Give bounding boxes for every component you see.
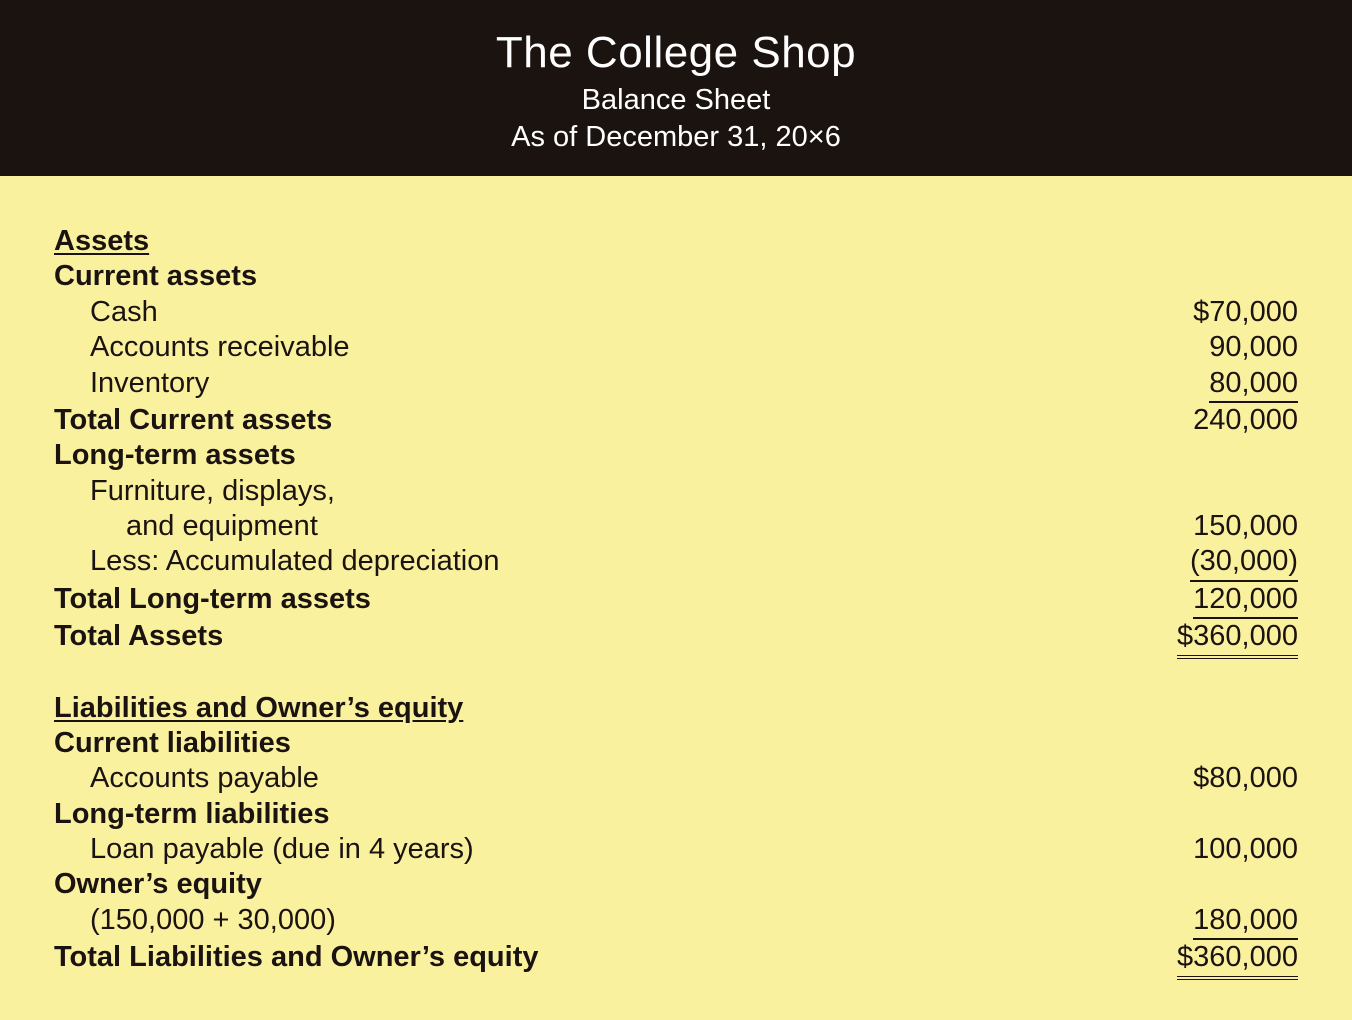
line-total-assets: Total Assets $360,000 — [54, 619, 1298, 658]
line-label: Total Long-term assets — [54, 582, 371, 617]
section-label: Liabilities and Owner’s equity — [54, 691, 463, 726]
line-value: 240,000 — [1193, 403, 1298, 438]
line-label: Total Liabilities and Owner’s equity — [54, 940, 539, 975]
assets-section-title: Assets — [54, 224, 1298, 259]
line-owners-equity: (150,000 + 30,000) 180,000 — [54, 903, 1298, 940]
line-value: 90,000 — [1209, 330, 1298, 365]
line-label: Total Current assets — [54, 403, 332, 438]
line-furniture-2: and equipment 150,000 — [54, 509, 1298, 544]
heading-label: Long-term liabilities — [54, 797, 330, 832]
long-term-assets-heading: Long-term assets — [54, 438, 1298, 473]
line-label: Less: Accumulated depreciation — [54, 544, 499, 579]
statement-header: The College Shop Balance Sheet As of Dec… — [0, 0, 1352, 176]
statement-type: Balance Sheet — [0, 84, 1352, 117]
statement-body: Assets Current assets Cash $70,000 Accou… — [0, 176, 1352, 1020]
heading-label: Owner’s equity — [54, 867, 262, 902]
heading-label: Current liabilities — [54, 726, 291, 761]
heading-label: Current assets — [54, 259, 257, 294]
long-term-liabilities-heading: Long-term liabilities — [54, 797, 1298, 832]
line-label: and equipment — [54, 509, 318, 544]
line-depreciation: Less: Accumulated depreciation (30,000) — [54, 544, 1298, 581]
section-gap — [54, 659, 1298, 691]
line-value: $360,000 — [1177, 940, 1298, 979]
line-total-liab-equity: Total Liabilities and Owner’s equity $36… — [54, 940, 1298, 979]
line-loan-payable: Loan payable (due in 4 years) 100,000 — [54, 832, 1298, 867]
line-value: 150,000 — [1193, 509, 1298, 544]
line-value: $70,000 — [1193, 295, 1298, 330]
owners-equity-heading: Owner’s equity — [54, 867, 1298, 902]
line-label: Accounts payable — [54, 761, 319, 796]
heading-label: Long-term assets — [54, 438, 296, 473]
line-label: Total Assets — [54, 619, 223, 654]
line-value: 100,000 — [1193, 832, 1298, 867]
line-label: Loan payable (due in 4 years) — [54, 832, 474, 867]
line-value: $360,000 — [1177, 619, 1298, 658]
line-total-current-assets: Total Current assets 240,000 — [54, 403, 1298, 438]
line-label: Cash — [54, 295, 158, 330]
line-total-long-term-assets: Total Long-term assets 120,000 — [54, 582, 1298, 619]
line-value: 80,000 — [1209, 366, 1298, 403]
line-value: 120,000 — [1193, 582, 1298, 619]
line-cash: Cash $70,000 — [54, 295, 1298, 330]
line-accounts-payable: Accounts payable $80,000 — [54, 761, 1298, 796]
line-label: Inventory — [54, 366, 209, 401]
statement-date: As of December 31, 20×6 — [0, 121, 1352, 154]
line-value: $80,000 — [1193, 761, 1298, 796]
line-value: 180,000 — [1193, 903, 1298, 940]
line-label: Furniture, displays, — [54, 474, 335, 509]
company-name: The College Shop — [0, 28, 1352, 78]
liab-equity-section-title: Liabilities and Owner’s equity — [54, 691, 1298, 726]
current-assets-heading: Current assets — [54, 259, 1298, 294]
line-label: Accounts receivable — [54, 330, 350, 365]
line-furniture-1: Furniture, displays, — [54, 474, 1298, 509]
line-accounts-receivable: Accounts receivable 90,000 — [54, 330, 1298, 365]
line-value: (30,000) — [1190, 544, 1298, 581]
line-label: (150,000 + 30,000) — [54, 903, 336, 938]
line-inventory: Inventory 80,000 — [54, 366, 1298, 403]
section-label: Assets — [54, 224, 149, 259]
current-liabilities-heading: Current liabilities — [54, 726, 1298, 761]
